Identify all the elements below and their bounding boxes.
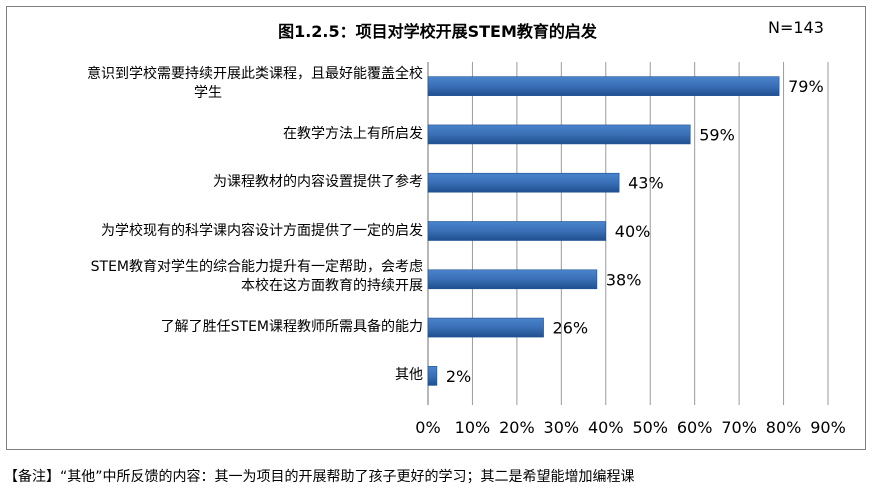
- data-label: 40%: [615, 222, 651, 241]
- category-label-line: 本校在这方面教育的持续开展: [241, 278, 423, 295]
- x-tick-label: 70%: [721, 418, 757, 437]
- x-tick-label: 50%: [632, 418, 668, 437]
- x-tick-label: 40%: [588, 418, 624, 437]
- x-tick-label: 30%: [544, 418, 580, 437]
- category-label-line: 学生: [194, 85, 222, 102]
- bar: [427, 269, 598, 290]
- category-label-line: 了解了胜任STEM课程教师所需具备的能力: [160, 319, 423, 336]
- category-label: 为学校现有的科学课内容设计方面提供了一定的启发: [101, 222, 423, 241]
- category-label-line: 其他: [395, 367, 423, 384]
- x-tick-label: 20%: [499, 418, 535, 437]
- x-tick-label: 10%: [455, 418, 491, 437]
- data-label: 26%: [553, 319, 589, 338]
- bar: [427, 221, 607, 241]
- category-label-line: 为学校现有的科学课内容设计方面提供了一定的启发: [101, 222, 423, 239]
- data-label: 43%: [628, 174, 664, 193]
- data-label: 59%: [699, 125, 735, 144]
- category-label: 在教学方法上有所启发: [283, 125, 423, 144]
- category-label: 了解了胜任STEM课程教师所需具备的能力: [161, 318, 423, 337]
- data-label: 2%: [446, 367, 471, 386]
- bar: [427, 172, 620, 193]
- chart-title: 图1.2.5：项目对学校开展STEM教育的启发: [278, 22, 597, 41]
- x-tick-label: 80%: [766, 418, 802, 437]
- data-label: 38%: [606, 270, 642, 289]
- category-label: STEM教育对学生的综合能力提升有一定帮助，会考虑本校在这方面教育的持续开展: [91, 258, 423, 296]
- bar: [427, 124, 691, 145]
- category-label-line: 为课程教材的内容设置提供了参考: [213, 174, 423, 191]
- category-label: 为课程教材的内容设置提供了参考: [213, 173, 423, 192]
- bars: 79% 59% 43% 40% 38% 26% 2%: [427, 76, 824, 386]
- bar: [427, 76, 780, 96]
- x-axis-ticks: 0% 10% 20% 30% 40% 50% 60% 70% 80% 90%: [415, 418, 845, 437]
- data-label: 79%: [788, 77, 824, 96]
- category-label-line: 意识到学校需要持续开展此类课程，且最好能覆盖全校: [87, 66, 423, 83]
- category-label: 其他: [395, 366, 423, 385]
- sample-size-label: N=143: [768, 18, 824, 37]
- bar: [427, 317, 544, 338]
- x-tick-label: 60%: [677, 418, 713, 437]
- footnote: 【备注】“其他”中所反馈的内容：其一为项目的开展帮助了孩子更好的学习；其二是希望…: [4, 469, 635, 485]
- category-label-line: STEM教育对学生的综合能力提升有一定帮助，会考虑: [90, 259, 423, 276]
- gridlines: [427, 62, 829, 405]
- x-tick-label: 0%: [415, 418, 440, 437]
- category-label-line: 在教学方法上有所启发: [283, 125, 423, 142]
- x-tick-label: 90%: [810, 418, 846, 437]
- category-label: 意识到学校需要持续开展此类课程，且最好能覆盖全校学生: [87, 65, 423, 103]
- bar: [427, 366, 438, 386]
